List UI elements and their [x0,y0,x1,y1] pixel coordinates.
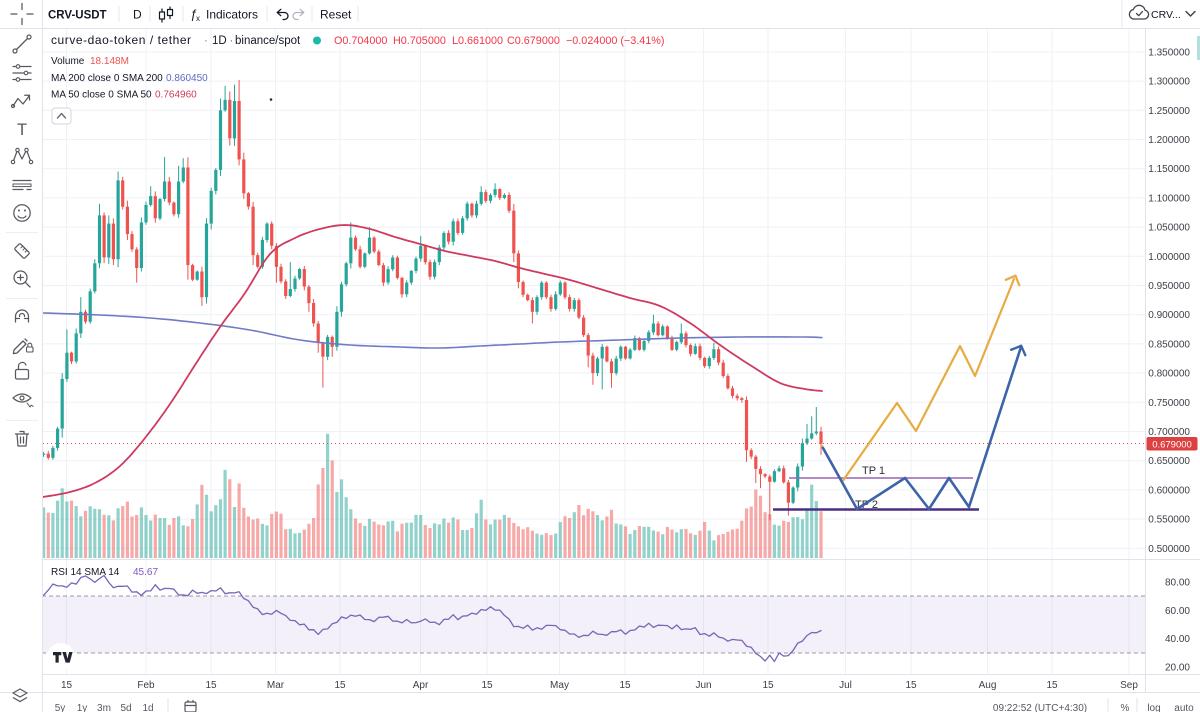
svg-text:0.764960: 0.764960 [155,90,197,101]
svg-text:1.350000: 1.350000 [1148,47,1190,58]
svg-text:0.860450: 0.860450 [166,73,208,84]
svg-text:0.600000: 0.600000 [1148,485,1190,496]
svg-text:−0.024000 (−3.41%): −0.024000 (−3.41%) [566,35,664,47]
svg-text:15: 15 [762,680,774,691]
svg-text:Apr: Apr [413,680,429,691]
svg-text:Sep: Sep [1120,680,1138,691]
svg-text:O0.704000: O0.704000 [334,35,387,47]
svg-text:1y: 1y [77,703,88,712]
svg-text:1D: 1D [212,35,227,47]
svg-text:Jul: Jul [839,680,852,691]
svg-text:5d: 5d [120,703,131,712]
svg-text:MA 200 close 0 SMA 200: MA 200 close 0 SMA 200 [51,73,163,84]
svg-text:Jun: Jun [695,680,711,691]
svg-text:TP 1: TP 1 [862,465,885,477]
svg-text:5y: 5y [55,703,66,712]
svg-text:3m: 3m [97,703,111,712]
svg-text:20.00: 20.00 [1165,662,1190,673]
svg-text:15: 15 [334,680,346,691]
svg-text:log: log [1147,703,1160,712]
svg-text:auto: auto [1174,703,1194,712]
svg-text:18.148M: 18.148M [90,56,129,67]
svg-text:15: 15 [1046,680,1058,691]
svg-text:CRV-USDT: CRV-USDT [48,10,107,22]
svg-text:80.00: 80.00 [1165,578,1190,589]
svg-text:·: · [204,35,208,47]
svg-text:May: May [550,680,569,691]
svg-text:0.700000: 0.700000 [1148,427,1190,438]
svg-text:CRV...: CRV... [1151,9,1181,21]
svg-text:Aug: Aug [979,680,997,691]
svg-text:60.00: 60.00 [1165,606,1190,617]
svg-text:15: 15 [205,680,217,691]
svg-text:ƒ: ƒ [190,8,197,22]
svg-text:0.679000: 0.679000 [1152,440,1192,451]
svg-text:0.850000: 0.850000 [1148,339,1190,350]
svg-text:1.300000: 1.300000 [1148,77,1190,88]
svg-text:curve-dao-token / tether: curve-dao-token / tether [51,33,192,47]
svg-text:1.100000: 1.100000 [1148,193,1190,204]
svg-text:15: 15 [61,680,73,691]
svg-text:Mar: Mar [267,680,285,691]
svg-text:L0.661000: L0.661000 [452,35,503,47]
svg-text:0.500000: 0.500000 [1148,544,1190,555]
svg-text:1.200000: 1.200000 [1148,135,1190,146]
svg-text:MA 50 close 0 SMA 50: MA 50 close 0 SMA 50 [51,90,152,101]
svg-text:Feb: Feb [137,680,155,691]
svg-text:T: T [17,121,27,139]
svg-text:45.67: 45.67 [133,567,158,578]
svg-text:C0.679000: C0.679000 [507,35,560,47]
svg-text:H0.705000: H0.705000 [393,35,446,47]
svg-text:09:22:52 (UTC+4:30): 09:22:52 (UTC+4:30) [993,703,1087,712]
svg-text:Reset: Reset [320,8,352,22]
svg-text:1.150000: 1.150000 [1148,164,1190,175]
svg-text:1.000000: 1.000000 [1148,252,1190,263]
svg-text:·: · [230,35,234,47]
svg-text:15: 15 [905,680,917,691]
svg-text:Volume: Volume [51,56,85,67]
svg-text:0.650000: 0.650000 [1148,456,1190,467]
svg-text:0.950000: 0.950000 [1148,281,1190,292]
svg-text:15: 15 [481,680,493,691]
svg-text:15: 15 [619,680,631,691]
svg-text:0.550000: 0.550000 [1148,515,1190,526]
svg-text:40.00: 40.00 [1165,634,1190,645]
svg-text:x: x [196,14,200,23]
svg-text:1.250000: 1.250000 [1148,106,1190,117]
svg-text:Indicators: Indicators [206,8,258,22]
svg-text:D: D [133,8,142,22]
svg-text:1d: 1d [142,703,153,712]
svg-text:0.750000: 0.750000 [1148,398,1190,409]
svg-text:RSI 14 SMA 14: RSI 14 SMA 14 [51,567,120,578]
svg-text:binance/spot: binance/spot [235,35,301,47]
svg-text:1.050000: 1.050000 [1148,223,1190,234]
svg-text:%: % [1121,703,1130,712]
svg-text:0.800000: 0.800000 [1148,369,1190,380]
svg-text:0.900000: 0.900000 [1148,310,1190,321]
